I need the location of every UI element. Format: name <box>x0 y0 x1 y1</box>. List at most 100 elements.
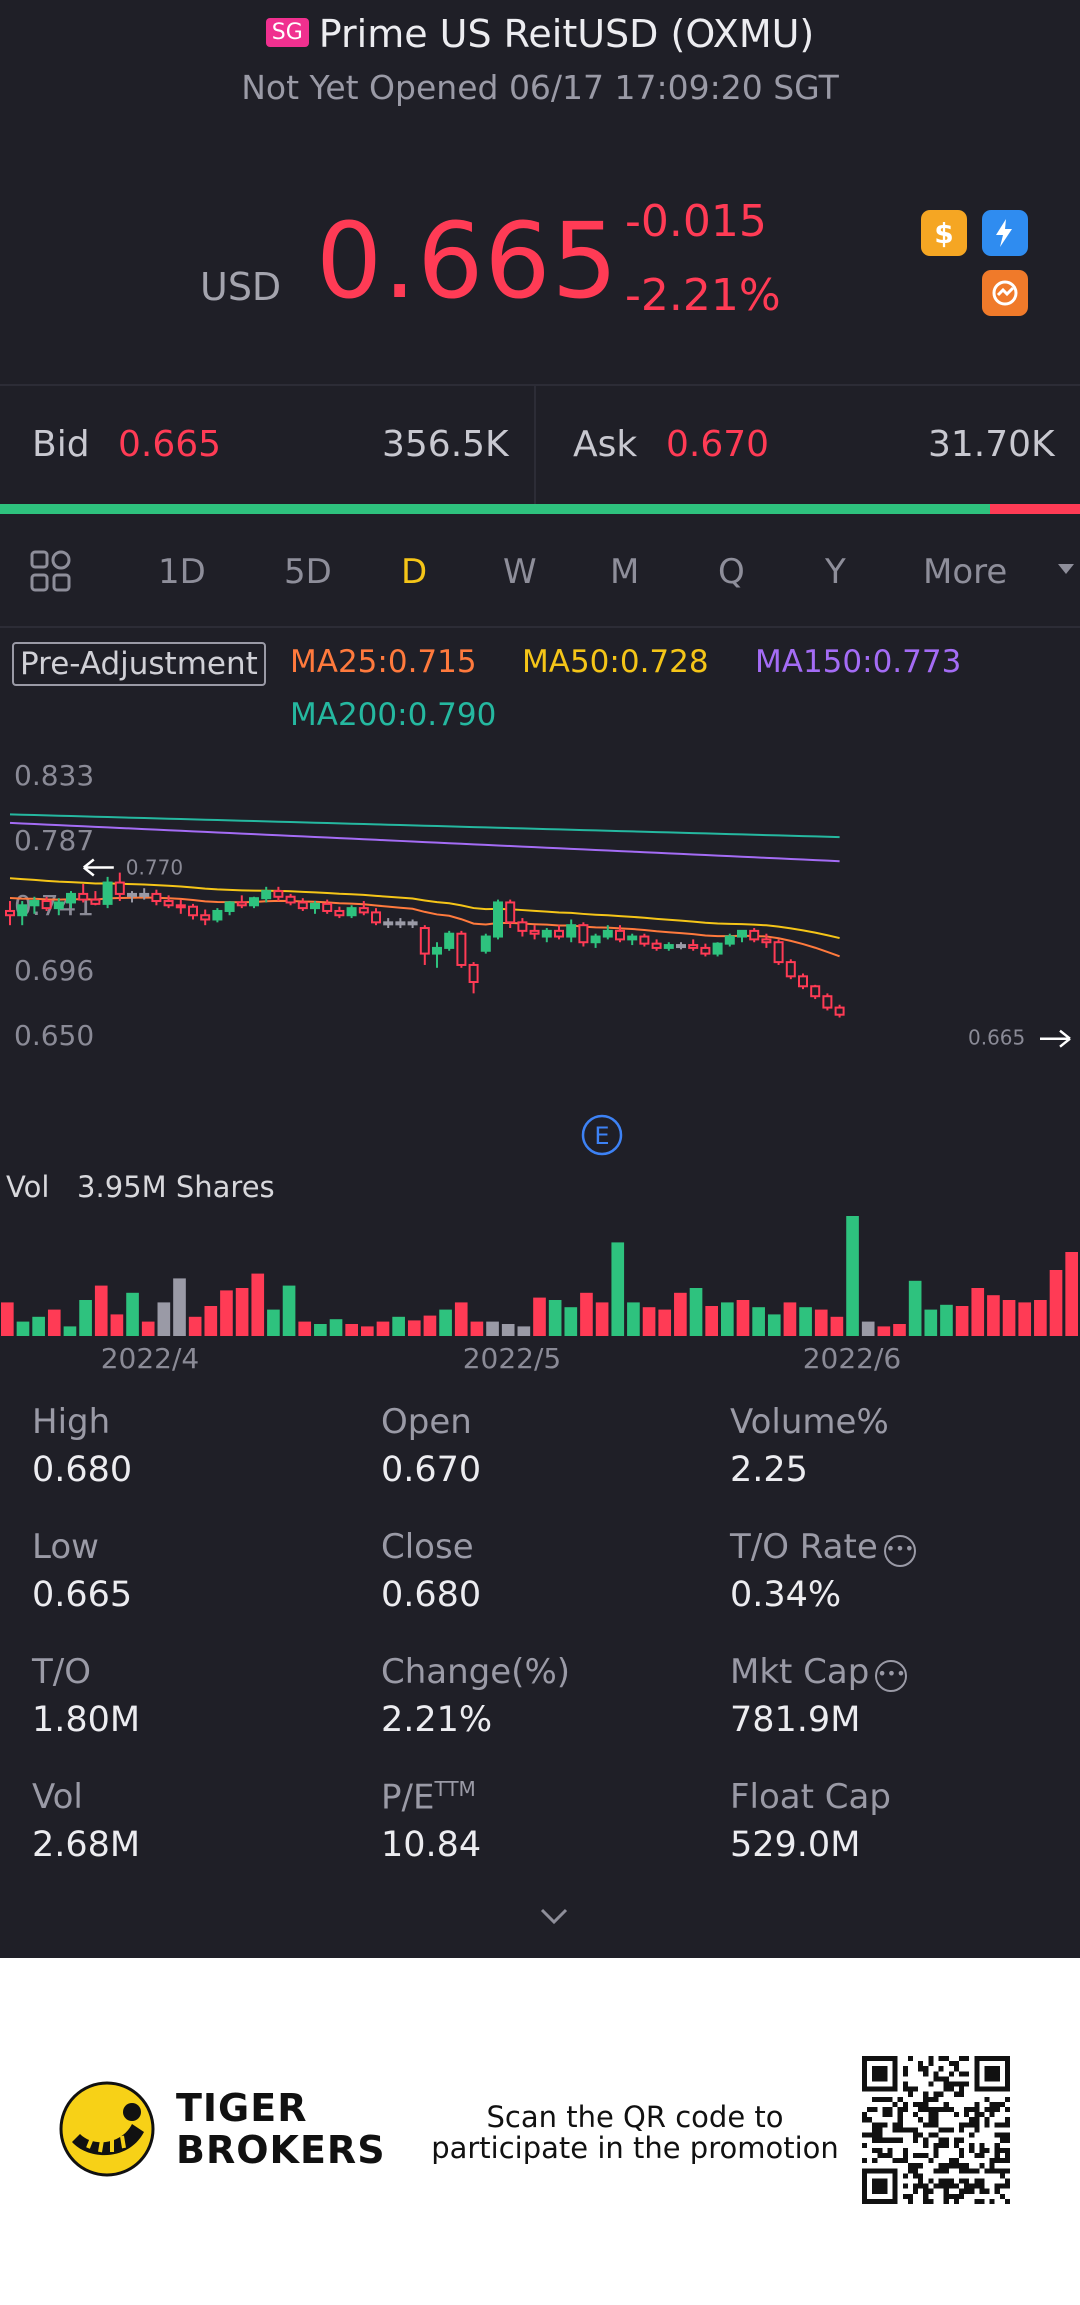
candle-body <box>700 946 711 955</box>
volume-label-text: Vol <box>6 1170 50 1204</box>
candle-body <box>688 944 699 949</box>
volume-bar <box>501 1324 515 1336</box>
stat-value-mkt-cap: 781.9M <box>730 1700 861 1740</box>
candle-body <box>590 935 601 944</box>
volume-bar <box>1049 1270 1063 1336</box>
stat-label-t-o-rate: T/O Rate ••• <box>730 1527 916 1567</box>
y-tick-label: 0.650 <box>14 1019 94 1052</box>
qr-code[interactable] <box>862 2056 1010 2204</box>
divider <box>534 386 536 504</box>
volume-bar <box>893 1324 906 1336</box>
stat-label-text: P/E <box>381 1777 435 1818</box>
more-info-icon[interactable]: ••• <box>875 1660 908 1692</box>
tab-w[interactable]: W <box>503 552 537 592</box>
volume-bar <box>251 1273 265 1336</box>
volume-bar <box>32 1316 45 1336</box>
candle-body <box>578 924 589 944</box>
candle-body <box>249 897 259 907</box>
tab-m[interactable]: M <box>610 552 640 592</box>
volume-bar <box>736 1300 750 1336</box>
volume-bar <box>94 1285 108 1336</box>
period-tabs: 1D 5D D W M Q Y More <box>0 538 1080 610</box>
event-marker-icon[interactable] <box>581 1114 623 1156</box>
ma150-label: MA150:0.773 <box>755 644 962 680</box>
tab-more[interactable]: More <box>923 552 1008 592</box>
candle-body <box>261 890 272 900</box>
candle-body <box>383 921 394 926</box>
tab-q[interactable]: Q <box>718 552 745 592</box>
volume-bar <box>642 1307 656 1336</box>
pre-adjustment-toggle[interactable]: Pre-Adjustment <box>12 642 266 686</box>
tab-5d[interactable]: 5D <box>284 552 332 592</box>
tab-d[interactable]: D <box>401 552 428 592</box>
bid-label: Bid <box>32 424 90 465</box>
candle-body <box>724 935 735 945</box>
bid-ratio-bar <box>0 504 991 514</box>
x-tick-label: 2022/5 <box>463 1342 562 1375</box>
ma25-label: MA25:0.715 <box>290 644 477 680</box>
candle-body <box>151 892 162 903</box>
candle-body <box>78 892 89 901</box>
candle-body <box>41 900 52 910</box>
tab-1d[interactable]: 1D <box>158 552 206 592</box>
volume-bar <box>955 1306 969 1336</box>
candle-body <box>554 929 564 938</box>
candle-body <box>749 929 760 941</box>
volume-bar <box>470 1321 484 1336</box>
grid-icon[interactable] <box>28 548 74 594</box>
volume-bar <box>799 1307 812 1336</box>
stock-name: Prime US ReitUSD (OXMU) <box>318 12 815 56</box>
ma200-label: MA200:0.790 <box>290 697 497 733</box>
y-tick-label: 0.787 <box>14 824 94 857</box>
divider <box>0 626 1080 628</box>
candle-body <box>102 881 113 905</box>
volume-bar <box>861 1321 875 1336</box>
candle-body <box>114 881 125 895</box>
volume-bar <box>924 1309 938 1336</box>
volume-bar <box>689 1288 703 1336</box>
flash-icon[interactable] <box>982 210 1028 256</box>
volume-bar <box>407 1320 421 1336</box>
volume-bar <box>298 1321 312 1336</box>
volume-bar <box>783 1302 797 1336</box>
volume-value: 3.95M Shares <box>77 1170 275 1204</box>
volume-bar <box>235 1288 249 1336</box>
candle-body <box>346 907 357 917</box>
volume-bar <box>877 1326 891 1336</box>
candle-body <box>163 900 174 907</box>
alert-icon[interactable] <box>982 270 1028 316</box>
volume-bar <box>517 1326 531 1336</box>
chevron-down-icon[interactable] <box>536 1898 572 1934</box>
tab-y[interactable]: Y <box>825 552 846 592</box>
volume-bar <box>987 1295 1000 1336</box>
volume-bar <box>830 1316 844 1336</box>
last-price: 0.665 <box>316 200 619 322</box>
y-tick-label: 0.696 <box>14 954 94 987</box>
candle-body <box>407 921 418 926</box>
volume-bar <box>705 1306 718 1336</box>
arrow-left-icon <box>83 858 114 877</box>
dollar-icon[interactable]: $ <box>921 210 967 256</box>
volume-bar <box>345 1324 358 1336</box>
candle-body <box>297 901 308 910</box>
stat-label-text: Open <box>381 1402 472 1442</box>
candle-body <box>493 901 503 938</box>
ask-ratio-bar <box>990 504 1080 514</box>
last-price-marker: 0.665 <box>968 1026 1025 1050</box>
chevron-down-icon[interactable] <box>1058 564 1074 574</box>
stat-label-text: Low <box>32 1527 99 1567</box>
high-price-marker: 0.770 <box>126 856 183 880</box>
candle-body <box>444 932 455 949</box>
candle-body <box>822 995 833 1009</box>
arrow-right-icon <box>1040 1029 1071 1048</box>
volume-bar <box>486 1321 499 1336</box>
more-info-icon[interactable]: ••• <box>883 1535 916 1567</box>
stat-value-low: 0.665 <box>32 1575 133 1615</box>
candle-body <box>17 904 28 917</box>
volume-bar <box>846 1216 859 1336</box>
candle-body <box>188 905 198 917</box>
tiger-logo <box>59 2081 155 2177</box>
volume-bar <box>1 1302 14 1336</box>
candle-body <box>627 935 638 941</box>
